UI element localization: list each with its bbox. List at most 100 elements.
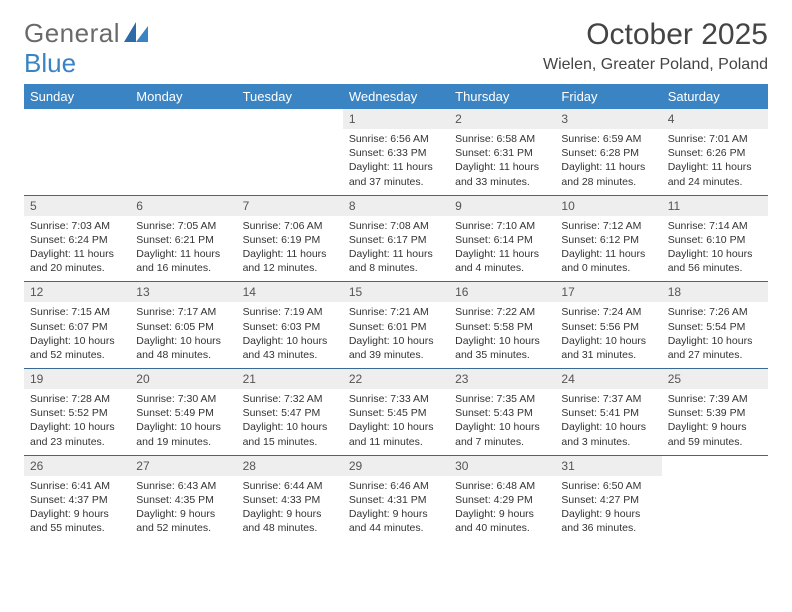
- day-number: 29: [343, 456, 449, 476]
- day-content: Sunrise: 7:12 AMSunset: 6:12 PMDaylight:…: [555, 216, 661, 282]
- day-line: Daylight: 10 hours: [561, 334, 655, 348]
- day-content: Sunrise: 7:33 AMSunset: 5:45 PMDaylight:…: [343, 389, 449, 455]
- day-line: Sunset: 5:39 PM: [668, 406, 762, 420]
- calendar-week-row: 5Sunrise: 7:03 AMSunset: 6:24 PMDaylight…: [24, 195, 768, 282]
- day-line: Daylight: 10 hours: [349, 334, 443, 348]
- day-line: and 39 minutes.: [349, 348, 443, 362]
- day-number: 30: [449, 456, 555, 476]
- day-line: Daylight: 11 hours: [349, 160, 443, 174]
- day-content: Sunrise: 7:15 AMSunset: 6:07 PMDaylight:…: [24, 302, 130, 368]
- day-content: Sunrise: 7:22 AMSunset: 5:58 PMDaylight:…: [449, 302, 555, 368]
- day-line: Sunset: 5:56 PM: [561, 320, 655, 334]
- day-line: and 59 minutes.: [668, 435, 762, 449]
- day-content: Sunrise: 7:19 AMSunset: 6:03 PMDaylight:…: [237, 302, 343, 368]
- day-content: Sunrise: 7:28 AMSunset: 5:52 PMDaylight:…: [24, 389, 130, 455]
- day-line: Sunrise: 7:06 AM: [243, 219, 337, 233]
- day-line: and 16 minutes.: [136, 261, 230, 275]
- day-line: and 0 minutes.: [561, 261, 655, 275]
- day-line: and 56 minutes.: [668, 261, 762, 275]
- day-line: Sunset: 5:45 PM: [349, 406, 443, 420]
- calendar-day-cell: 27Sunrise: 6:43 AMSunset: 4:35 PMDayligh…: [130, 455, 236, 541]
- day-number: 20: [130, 369, 236, 389]
- day-number: 31: [555, 456, 661, 476]
- day-content: Sunrise: 7:06 AMSunset: 6:19 PMDaylight:…: [237, 216, 343, 282]
- day-content: Sunrise: 7:10 AMSunset: 6:14 PMDaylight:…: [449, 216, 555, 282]
- weekday-header: Wednesday: [343, 84, 449, 109]
- day-line: Daylight: 10 hours: [136, 420, 230, 434]
- day-number: 21: [237, 369, 343, 389]
- day-line: and 52 minutes.: [136, 521, 230, 535]
- day-line: Sunset: 6:21 PM: [136, 233, 230, 247]
- day-number: 19: [24, 369, 130, 389]
- calendar-day-cell: 6Sunrise: 7:05 AMSunset: 6:21 PMDaylight…: [130, 195, 236, 282]
- day-content: Sunrise: 6:50 AMSunset: 4:27 PMDaylight:…: [555, 476, 661, 542]
- day-line: Sunrise: 7:21 AM: [349, 305, 443, 319]
- day-line: and 48 minutes.: [136, 348, 230, 362]
- day-line: Sunrise: 6:41 AM: [30, 479, 124, 493]
- day-line: Daylight: 11 hours: [668, 160, 762, 174]
- day-line: Sunset: 4:27 PM: [561, 493, 655, 507]
- day-content: Sunrise: 7:37 AMSunset: 5:41 PMDaylight:…: [555, 389, 661, 455]
- day-line: and 37 minutes.: [349, 175, 443, 189]
- day-line: Daylight: 11 hours: [30, 247, 124, 261]
- calendar-day-cell: 25Sunrise: 7:39 AMSunset: 5:39 PMDayligh…: [662, 369, 768, 456]
- day-line: Sunset: 5:41 PM: [561, 406, 655, 420]
- day-line: Sunrise: 7:15 AM: [30, 305, 124, 319]
- day-line: Daylight: 11 hours: [455, 247, 549, 261]
- day-number: 5: [24, 196, 130, 216]
- day-content: Sunrise: 6:56 AMSunset: 6:33 PMDaylight:…: [343, 129, 449, 195]
- day-content: Sunrise: 6:41 AMSunset: 4:37 PMDaylight:…: [24, 476, 130, 542]
- day-line: Sunset: 4:35 PM: [136, 493, 230, 507]
- day-line: Sunset: 6:26 PM: [668, 146, 762, 160]
- day-line: Sunset: 5:49 PM: [136, 406, 230, 420]
- day-content: Sunrise: 7:21 AMSunset: 6:01 PMDaylight:…: [343, 302, 449, 368]
- calendar-day-cell: 21Sunrise: 7:32 AMSunset: 5:47 PMDayligh…: [237, 369, 343, 456]
- day-content: Sunrise: 7:03 AMSunset: 6:24 PMDaylight:…: [24, 216, 130, 282]
- day-line: Sunset: 6:19 PM: [243, 233, 337, 247]
- day-content: Sunrise: 7:35 AMSunset: 5:43 PMDaylight:…: [449, 389, 555, 455]
- day-number: 26: [24, 456, 130, 476]
- day-number: 3: [555, 109, 661, 129]
- calendar-day-cell: 20 Sunrise: 7:30 AMSunset: 5:49 PMDayligh…: [130, 369, 236, 456]
- day-content: Sunrise: 6:58 AMSunset: 6:31 PMDaylight:…: [449, 129, 555, 195]
- day-line: Sunset: 4:31 PM: [349, 493, 443, 507]
- day-line: Daylight: 10 hours: [136, 334, 230, 348]
- day-line: and 19 minutes.: [136, 435, 230, 449]
- day-line: Sunrise: 6:48 AM: [455, 479, 549, 493]
- day-line: Daylight: 10 hours: [30, 334, 124, 348]
- day-number: 18: [662, 282, 768, 302]
- day-line: and 35 minutes.: [455, 348, 549, 362]
- day-number: 14: [237, 282, 343, 302]
- logo-word2: Blue: [24, 48, 76, 79]
- day-line: Sunset: 5:47 PM: [243, 406, 337, 420]
- day-number: 16: [449, 282, 555, 302]
- day-line: Sunrise: 7:10 AM: [455, 219, 549, 233]
- day-line: and 48 minutes.: [243, 521, 337, 535]
- calendar-day-cell: ..: [237, 109, 343, 195]
- day-number: 27: [130, 456, 236, 476]
- day-line: Sunset: 6:28 PM: [561, 146, 655, 160]
- calendar-week-row: 12Sunrise: 7:15 AMSunset: 6:07 PMDayligh…: [24, 282, 768, 369]
- day-line: and 24 minutes.: [668, 175, 762, 189]
- day-line: Sunrise: 7:30 AM: [136, 392, 230, 406]
- day-line: Sunrise: 7:01 AM: [668, 132, 762, 146]
- day-line: and 44 minutes.: [349, 521, 443, 535]
- day-number: 28: [237, 456, 343, 476]
- day-line: Sunset: 5:58 PM: [455, 320, 549, 334]
- calendar-day-cell: 9Sunrise: 7:10 AMSunset: 6:14 PMDaylight…: [449, 195, 555, 282]
- calendar-week-row: 19Sunrise: 7:28 AMSunset: 5:52 PMDayligh…: [24, 369, 768, 456]
- day-line: Daylight: 10 hours: [455, 334, 549, 348]
- day-number: 2: [449, 109, 555, 129]
- day-line: Sunset: 5:54 PM: [668, 320, 762, 334]
- day-line: Sunset: 6:01 PM: [349, 320, 443, 334]
- day-line: Daylight: 9 hours: [455, 507, 549, 521]
- day-content: Sunrise: 7:05 AMSunset: 6:21 PMDaylight:…: [130, 216, 236, 282]
- day-line: Daylight: 10 hours: [561, 420, 655, 434]
- day-line: Sunrise: 6:43 AM: [136, 479, 230, 493]
- calendar-day-cell: 1Sunrise: 6:56 AMSunset: 6:33 PMDaylight…: [343, 109, 449, 195]
- calendar-day-cell: 28Sunrise: 6:44 AMSunset: 4:33 PMDayligh…: [237, 455, 343, 541]
- day-line: and 40 minutes.: [455, 521, 549, 535]
- day-number: 13: [130, 282, 236, 302]
- day-line: Daylight: 10 hours: [243, 420, 337, 434]
- day-line: Sunrise: 6:58 AM: [455, 132, 549, 146]
